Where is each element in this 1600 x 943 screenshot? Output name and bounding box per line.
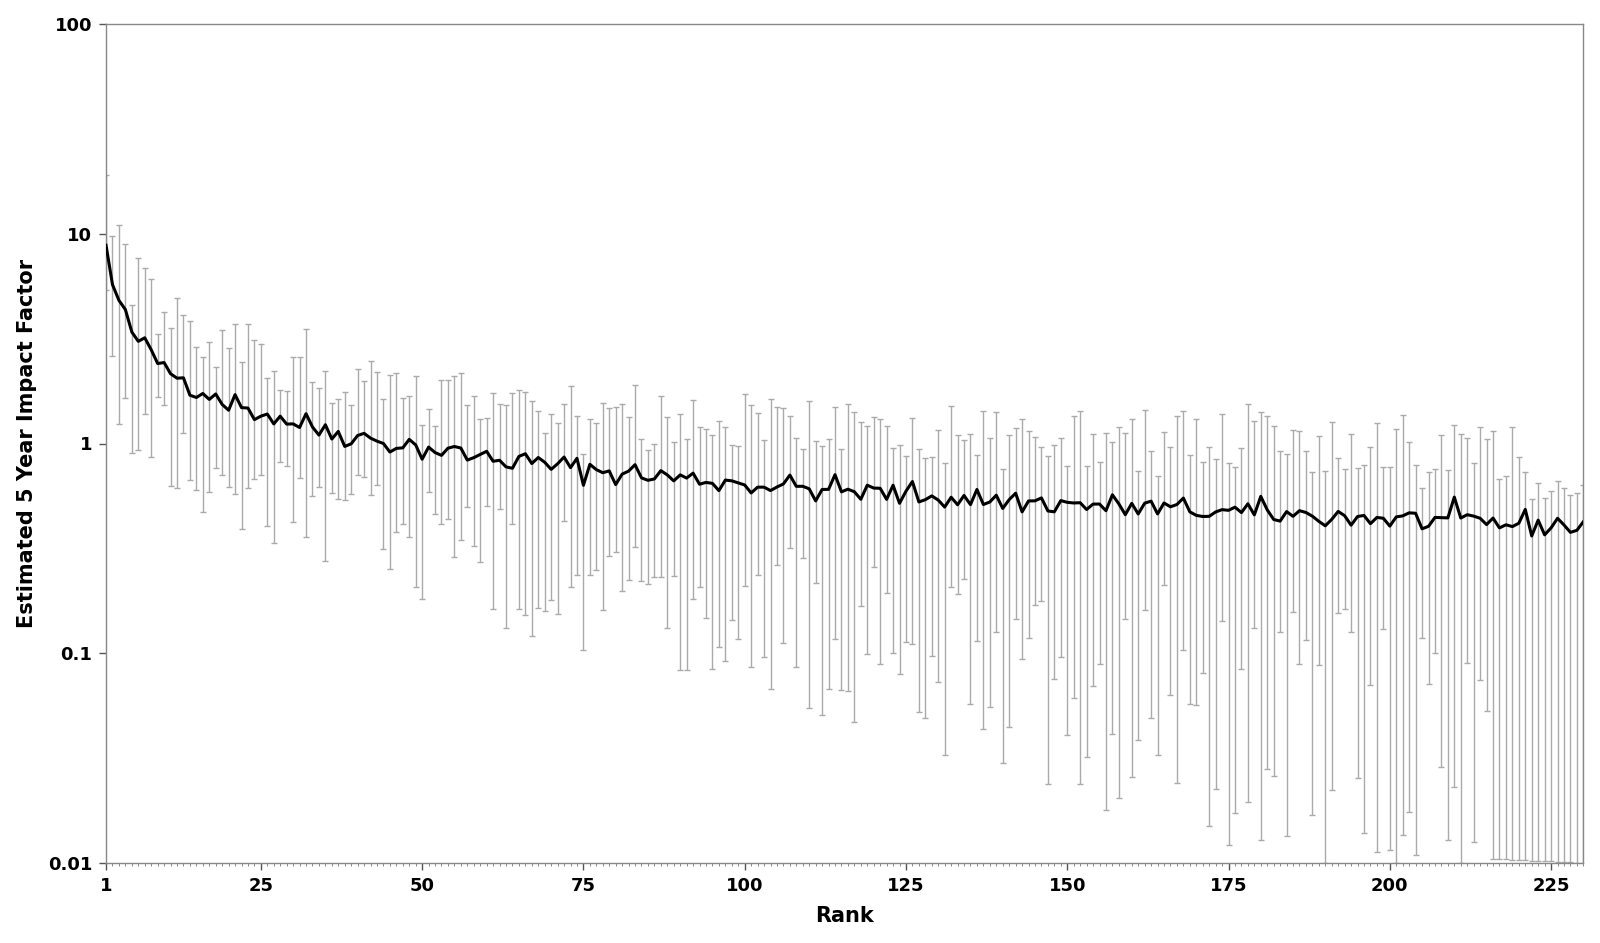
X-axis label: Rank: Rank <box>816 906 874 926</box>
Y-axis label: Estimated 5 Year Impact Factor: Estimated 5 Year Impact Factor <box>16 259 37 628</box>
